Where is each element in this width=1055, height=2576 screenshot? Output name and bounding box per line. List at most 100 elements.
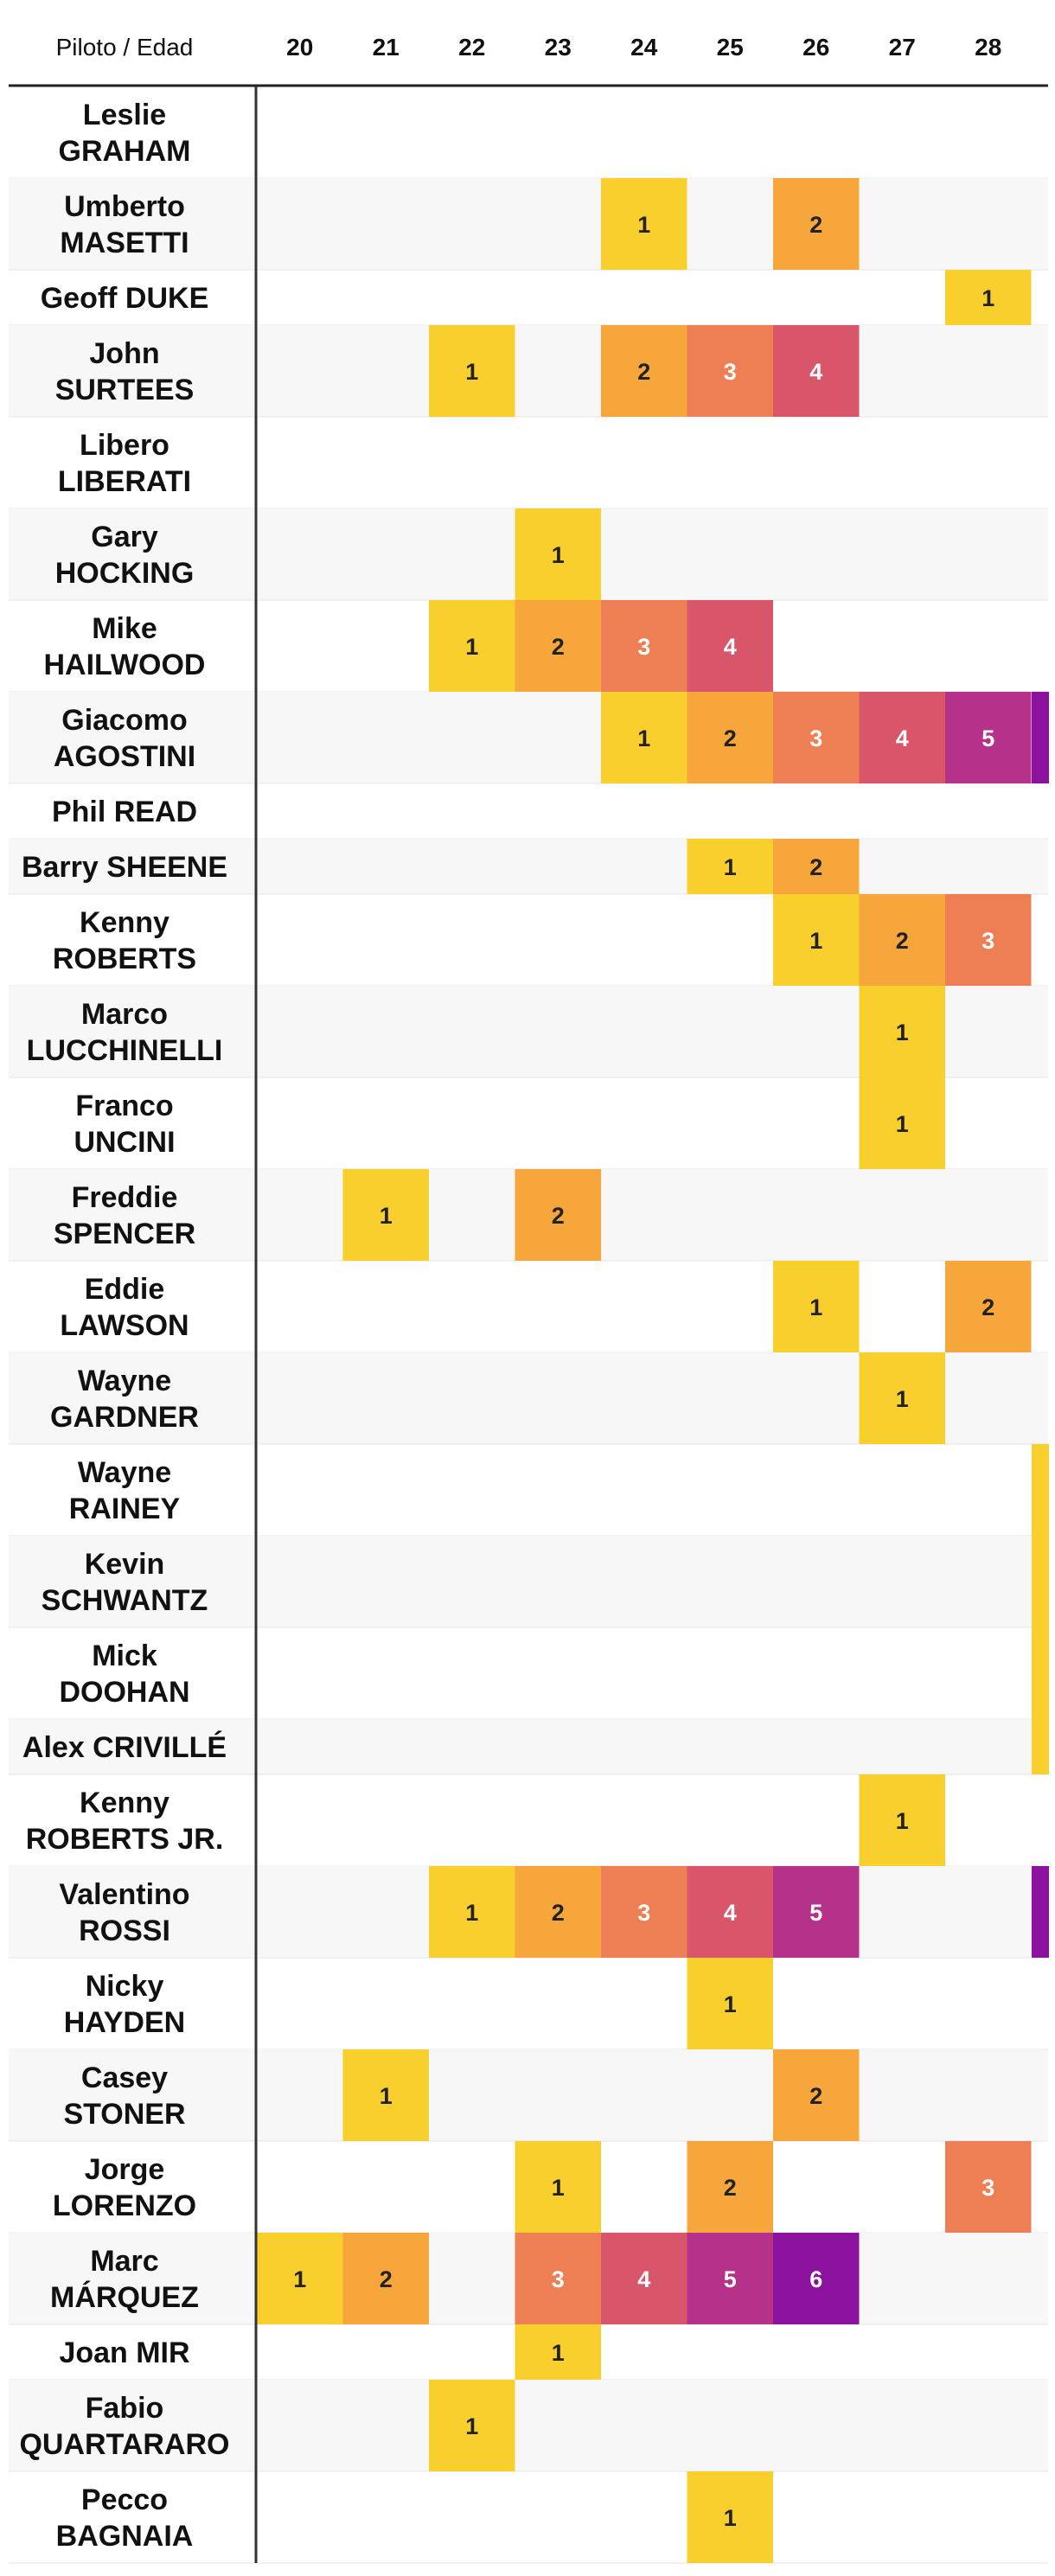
rider-name: STONER — [63, 2098, 185, 2131]
rider-name: Pecco — [81, 2483, 168, 2516]
cell-value-label: 2 — [552, 1203, 565, 1229]
rider-name: HOCKING — [55, 557, 195, 590]
rider-name: MÁRQUEZ — [50, 2281, 199, 2314]
heat-cell — [687, 2471, 773, 2563]
overflow-cell — [1032, 1444, 1049, 1536]
rider-name: SURTEES — [55, 374, 195, 406]
rider-name: AGOSTINI — [54, 740, 195, 773]
heat-cell — [429, 600, 515, 692]
heat-cell — [945, 1261, 1032, 1352]
rider-name: Jorge — [85, 2153, 165, 2186]
row-stripe — [9, 325, 1048, 417]
row-stripe — [9, 2380, 1048, 2471]
rider-name: Mike — [92, 612, 157, 645]
heat-cell — [687, 1866, 773, 1958]
heat-cell — [257, 2233, 343, 2324]
heat-cell — [515, 2141, 601, 2233]
heat-cell — [342, 2049, 429, 2141]
cell-value-label: 2 — [896, 928, 909, 954]
rider-name: HAILWOOD — [44, 649, 206, 681]
heat-cell — [515, 2324, 601, 2380]
cell-value-label: 1 — [552, 542, 565, 568]
cell-value-label: 3 — [637, 1900, 650, 1926]
rider-name: LORENZO — [53, 2189, 196, 2222]
rider-name: Libero — [80, 429, 169, 462]
cell-value-label: 1 — [637, 725, 650, 751]
heat-cell — [429, 2380, 515, 2471]
heat-cell — [687, 600, 773, 692]
rider-name: Casey — [81, 2061, 168, 2094]
row-stripe — [9, 1719, 1048, 1774]
heat-cell — [601, 325, 687, 417]
x-tick-label: 23 — [545, 34, 572, 61]
heat-cell — [687, 692, 773, 783]
rider-name: Valentino — [59, 1878, 189, 1911]
heat-cell — [773, 2049, 860, 2141]
heat-cell — [515, 2233, 601, 2324]
heat-cell — [515, 1866, 601, 1958]
cell-value-label: 3 — [981, 928, 994, 954]
overflow-cell — [1032, 1719, 1049, 1774]
cell-value-label: 3 — [809, 725, 822, 751]
rider-name: Wayne — [78, 1365, 171, 1397]
row-stripe — [9, 178, 1048, 270]
cell-value-label: 1 — [724, 1991, 737, 2017]
cell-value-label: 3 — [724, 359, 737, 385]
rider-name: Giacomo — [61, 704, 187, 737]
overflow-cell — [1032, 692, 1049, 783]
cell-value-label: 5 — [724, 2266, 737, 2292]
cell-value-label: 3 — [637, 634, 650, 660]
x-tick-label: 26 — [802, 34, 829, 61]
heat-cell — [773, 2233, 860, 2324]
cell-value-label: 4 — [809, 359, 822, 385]
heat-cell — [945, 894, 1032, 986]
cell-value-label: 1 — [724, 2505, 737, 2531]
row-stripe — [9, 1536, 1048, 1627]
cell-value-label: 2 — [552, 1900, 565, 1926]
cell-value-label: 1 — [896, 1020, 909, 1045]
x-tick-label: 21 — [373, 34, 400, 61]
heat-cell — [515, 600, 601, 692]
rider-name: MASETTI — [60, 227, 189, 259]
overflow-cell — [1032, 1866, 1049, 1958]
cell-value-label: 1 — [637, 212, 650, 238]
row-stripe — [9, 839, 1048, 894]
rider-name: Mick — [92, 1640, 157, 1672]
rider-name: DOOHAN — [59, 1676, 189, 1709]
rider-name: ROSSI — [79, 1914, 170, 1947]
heat-cell — [859, 894, 945, 986]
rider-name: Leslie — [83, 99, 166, 131]
x-tick-label: 25 — [717, 34, 744, 61]
heat-cell — [342, 1169, 429, 1261]
x-tick-label: 22 — [458, 34, 485, 61]
heat-cell — [687, 325, 773, 417]
heat-cell — [601, 1866, 687, 1958]
cell-value-label: 2 — [809, 854, 822, 880]
heat-cell — [773, 1261, 860, 1352]
cell-value-label: 4 — [724, 1900, 737, 1926]
cell-value-label: 2 — [724, 725, 737, 751]
heat-cell — [429, 325, 515, 417]
cell-value-label: 2 — [637, 359, 650, 385]
x-tick-label: 27 — [889, 34, 916, 61]
cell-value-label: 3 — [552, 2266, 565, 2292]
heat-cell — [859, 1774, 945, 1866]
rider-name: Gary — [91, 521, 158, 553]
cell-value-label: 4 — [637, 2266, 650, 2292]
x-tick-label: 28 — [975, 34, 1001, 61]
rider-name: LAWSON — [60, 1309, 189, 1342]
rider-name: Joan MIR — [59, 2336, 189, 2369]
heat-cell — [601, 178, 687, 270]
heat-cell — [859, 1077, 945, 1169]
cell-value-label: 1 — [465, 1900, 478, 1926]
cell-value-label: 5 — [981, 725, 994, 751]
rider-name: Franco — [75, 1090, 173, 1122]
cell-value-label: 1 — [809, 928, 822, 954]
heat-cell — [773, 894, 860, 986]
heat-cell — [687, 1958, 773, 2049]
cell-value-label: 1 — [552, 2175, 565, 2201]
x-tick-label: 24 — [630, 34, 658, 61]
heat-cell — [773, 839, 860, 894]
rider-name: ROBERTS — [53, 943, 196, 975]
